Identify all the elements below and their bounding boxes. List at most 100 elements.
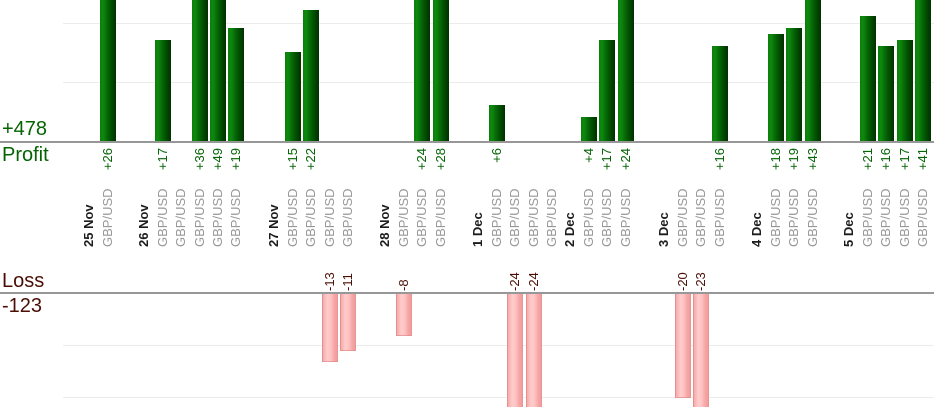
loss-plot-area (0, 294, 934, 407)
loss-axis-line (0, 292, 934, 294)
profit-value-label-text: +6 (489, 148, 504, 163)
instrument-label-text: GBP/USD (617, 188, 633, 247)
profit-bar (191, 0, 208, 141)
profit-bar (804, 0, 821, 141)
profit-value-label-text: +19 (786, 148, 802, 171)
profit-bar (303, 10, 320, 141)
profit-bar (581, 117, 597, 141)
profit-bar (155, 40, 171, 141)
instrument-label-text: GBP/USD (173, 188, 189, 247)
profit-bar (914, 0, 931, 141)
profit-value-label-text: +18 (768, 148, 783, 171)
loss-value-label-text: -11 (339, 273, 355, 291)
loss-axis-label: Loss (2, 270, 45, 292)
loss-value-label-text: -24 (507, 272, 523, 291)
instrument-label-text: GBP/USD (285, 188, 300, 247)
instrument-label-text: GBP/USD (581, 188, 596, 247)
date-label-text: 4 Dec (749, 212, 764, 247)
date-label-text: 5 Dec (841, 212, 856, 247)
date-label-text: 27 Nov (266, 204, 281, 247)
profit-value-label-text: +49 (209, 148, 225, 171)
profit-bar (414, 0, 431, 141)
instrument-label-text: GBP/USD (303, 188, 319, 247)
loss-bar (396, 294, 412, 336)
profit-bar (489, 105, 505, 141)
instrument-label-text: GBP/USD (489, 188, 504, 247)
instrument-label-text: GBP/USD (675, 188, 690, 247)
loss-bar (339, 294, 356, 351)
profit-value-label-text: +16 (711, 148, 727, 171)
instrument-label-text: GBP/USD (396, 188, 411, 247)
profit-value-label-text: +26 (100, 148, 115, 171)
profit-value-label-text: +22 (303, 148, 319, 171)
profit-total-value: +478 (2, 118, 48, 140)
loss-bar (675, 294, 691, 398)
profit-value-label-text: +41 (914, 148, 930, 171)
instrument-label-text: GBP/USD (543, 188, 559, 247)
profit-value-label-text: +24 (617, 148, 633, 171)
instrument-label-text: GBP/USD (155, 188, 170, 247)
profit-plot-area (0, 0, 934, 141)
profit-value-label-text: +15 (285, 148, 300, 171)
loss-bar (321, 294, 338, 362)
gridline-horizontal (63, 82, 934, 83)
profit-value-label-text: +28 (432, 148, 448, 171)
gridline-horizontal (63, 397, 934, 398)
date-label-text: 25 Nov (81, 204, 96, 247)
profit-value-label-text: +19 (228, 148, 244, 171)
instrument-label-text: GBP/USD (100, 188, 115, 247)
date-label-text: 2 Dec (562, 212, 577, 247)
profit-bar (599, 40, 616, 141)
loss-value-label-text: -23 (693, 272, 709, 291)
profit-bar (209, 0, 226, 141)
loss-value-label-text: -24 (525, 272, 541, 291)
instrument-label-text: GBP/USD (896, 188, 912, 247)
loss-value-label-text: -8 (396, 279, 411, 291)
loss-value-label-text: -20 (675, 272, 690, 291)
profit-value-label-text: +16 (878, 148, 894, 171)
profit-value-label-text: +36 (191, 148, 207, 171)
profit-value-label-text: +17 (155, 148, 170, 171)
profit-bar (432, 0, 449, 141)
instrument-label-text: GBP/USD (860, 188, 875, 247)
instrument-label-text: GBP/USD (432, 188, 448, 247)
instrument-label-text: GBP/USD (228, 188, 244, 247)
profit-bar (711, 46, 728, 141)
profit-value-label-text: +24 (414, 148, 430, 171)
instrument-label-text: GBP/USD (507, 188, 523, 247)
profit-bar (100, 0, 116, 141)
profit-axis-label: Profit (2, 144, 49, 166)
profit-bar (878, 46, 895, 141)
profit-bar (768, 34, 784, 141)
instrument-label-text: GBP/USD (599, 188, 615, 247)
instrument-label-text: GBP/USD (711, 188, 727, 247)
instrument-label-text: GBP/USD (321, 188, 337, 247)
profit-bar (860, 16, 876, 141)
loss-bar (525, 294, 542, 407)
instrument-label-text: GBP/USD (786, 188, 802, 247)
date-label-text: 26 Nov (136, 204, 151, 247)
profit-bar (896, 40, 913, 141)
date-label-text: 1 Dec (470, 212, 485, 247)
profit-bar (786, 28, 803, 141)
loss-bar (693, 294, 710, 407)
loss-bar (507, 294, 524, 407)
instrument-label-text: GBP/USD (914, 188, 930, 247)
instrument-label-text: GBP/USD (339, 188, 355, 247)
gridline-horizontal (63, 23, 934, 24)
instrument-label-text: GBP/USD (768, 188, 783, 247)
gridline-horizontal (63, 345, 934, 346)
instrument-label-text: GBP/USD (191, 188, 207, 247)
date-label-text: 3 Dec (656, 212, 671, 247)
profit-value-label-text: +17 (599, 148, 615, 171)
profit-value-label-text: +43 (804, 148, 820, 171)
profit-value-label-text: +17 (896, 148, 912, 171)
profit-bar (285, 52, 301, 141)
instrument-label-text: GBP/USD (693, 188, 709, 247)
profit-value-label-text: +21 (860, 148, 875, 171)
profit-axis-line (0, 141, 934, 143)
instrument-label-text: GBP/USD (804, 188, 820, 247)
date-label-text: 28 Nov (377, 204, 392, 247)
profit-bar (617, 0, 634, 141)
